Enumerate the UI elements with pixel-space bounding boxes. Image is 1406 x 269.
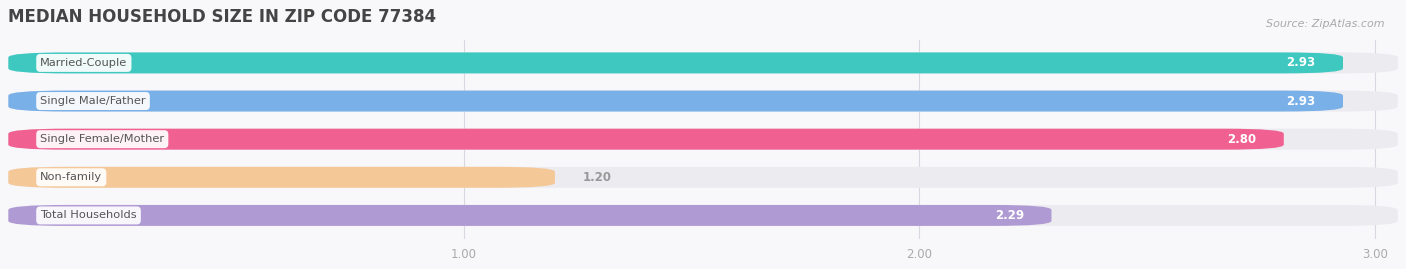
Text: Married-Couple: Married-Couple: [41, 58, 128, 68]
FancyBboxPatch shape: [8, 167, 1398, 188]
Text: Single Female/Mother: Single Female/Mother: [41, 134, 165, 144]
Text: 2.93: 2.93: [1286, 56, 1316, 69]
FancyBboxPatch shape: [8, 52, 1343, 73]
FancyBboxPatch shape: [8, 205, 1398, 226]
FancyBboxPatch shape: [8, 91, 1398, 112]
FancyBboxPatch shape: [8, 129, 1398, 150]
Text: Source: ZipAtlas.com: Source: ZipAtlas.com: [1267, 19, 1385, 29]
FancyBboxPatch shape: [8, 52, 1398, 73]
Text: 2.80: 2.80: [1227, 133, 1257, 146]
FancyBboxPatch shape: [8, 205, 1052, 226]
Text: 2.29: 2.29: [995, 209, 1024, 222]
Text: Single Male/Father: Single Male/Father: [41, 96, 146, 106]
FancyBboxPatch shape: [8, 91, 1343, 112]
Text: Non-family: Non-family: [41, 172, 103, 182]
Text: 2.93: 2.93: [1286, 94, 1316, 108]
FancyBboxPatch shape: [8, 167, 555, 188]
Text: 1.20: 1.20: [582, 171, 612, 184]
FancyBboxPatch shape: [8, 129, 1284, 150]
Text: MEDIAN HOUSEHOLD SIZE IN ZIP CODE 77384: MEDIAN HOUSEHOLD SIZE IN ZIP CODE 77384: [8, 8, 436, 26]
Text: Total Households: Total Households: [41, 210, 136, 220]
